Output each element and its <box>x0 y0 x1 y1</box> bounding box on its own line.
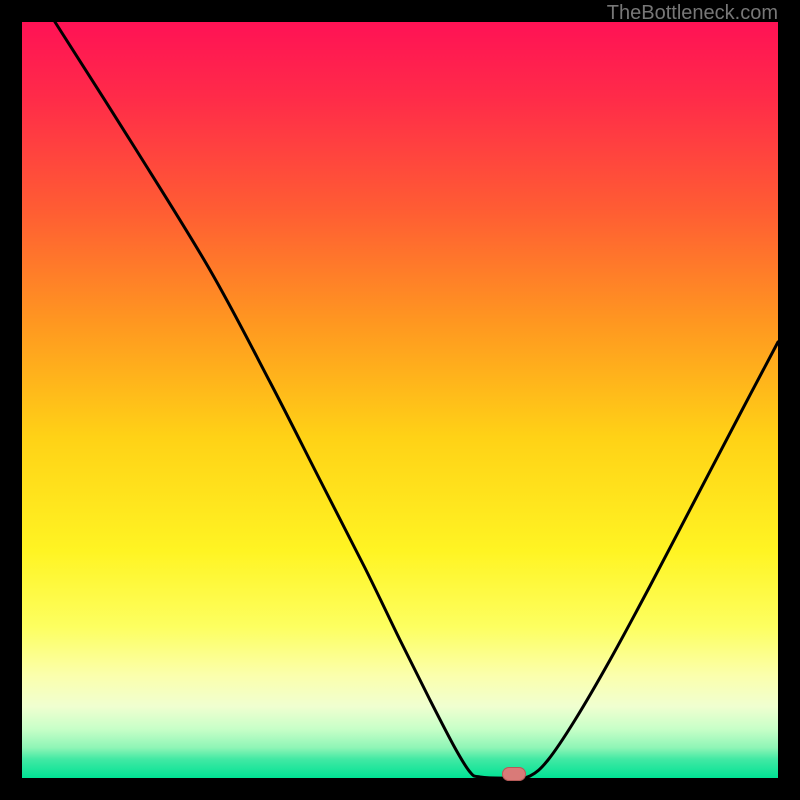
plot-gradient-background <box>22 22 778 778</box>
chart-container: TheBottleneck.com <box>0 0 800 800</box>
bottleneck-marker <box>502 767 526 781</box>
watermark-text: TheBottleneck.com <box>607 2 778 25</box>
